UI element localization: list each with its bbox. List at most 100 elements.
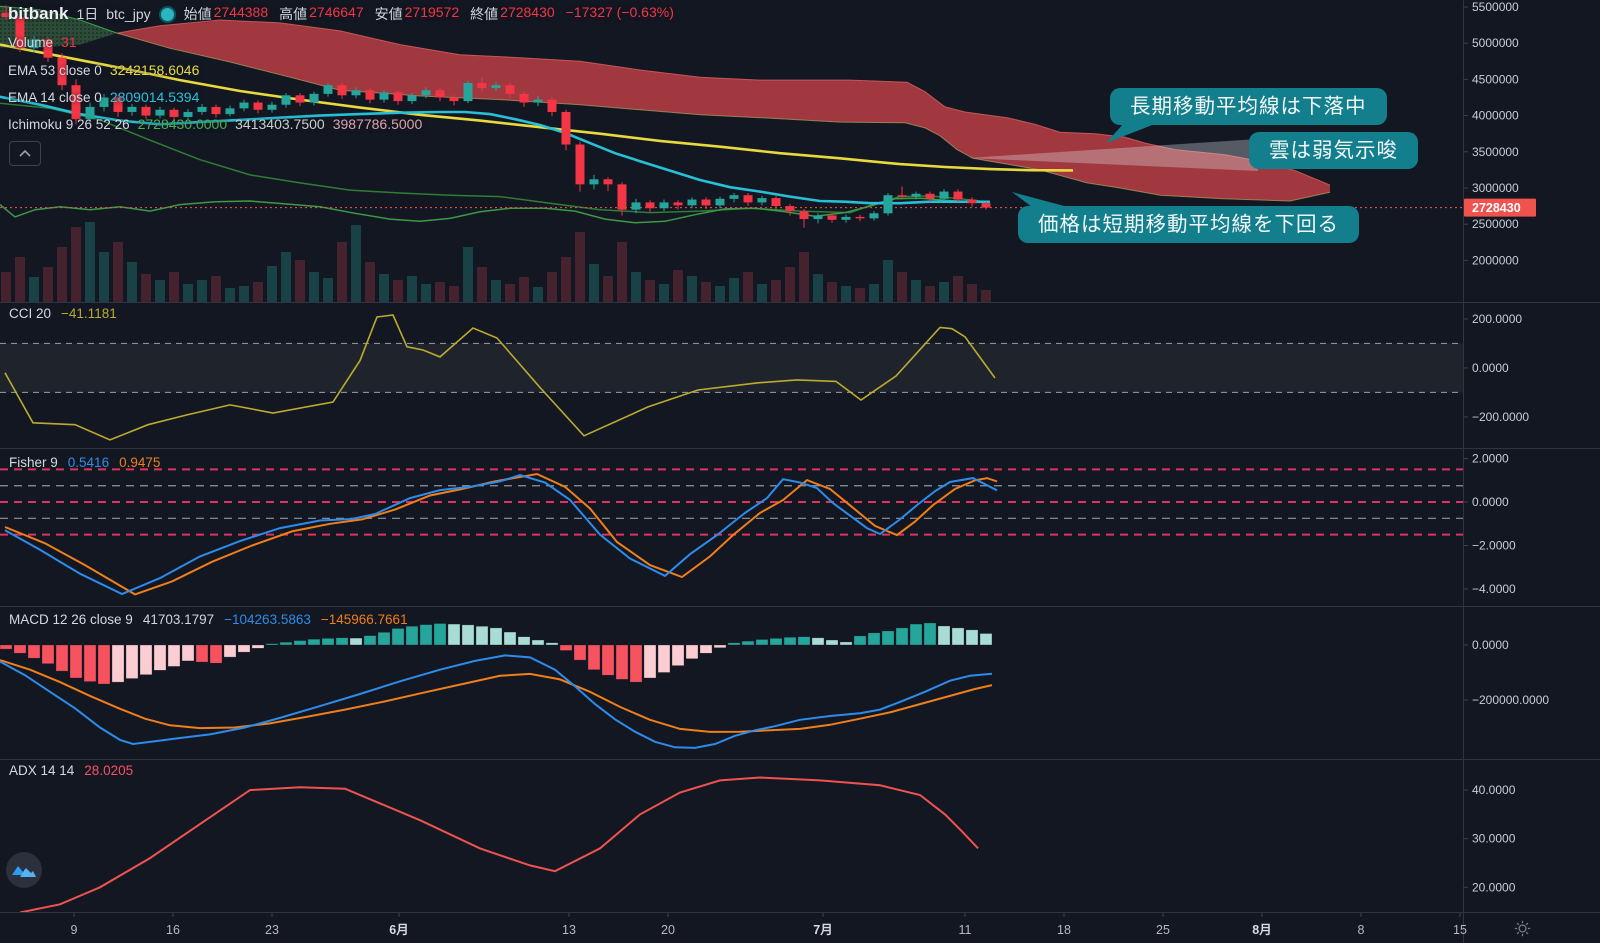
- close-label: 終値: [470, 6, 499, 22]
- legend-ema14[interactable]: EMA 14 close 0 2809014.5394: [8, 89, 199, 105]
- volume-value: 31: [61, 34, 77, 50]
- timezone-settings-button[interactable]: [1510, 916, 1534, 940]
- svg-text:2.0000: 2.0000: [1472, 452, 1509, 466]
- mountain-waves-icon: [12, 866, 36, 877]
- fisher-trigger-line: [4, 472, 998, 596]
- cci-title: CCI 20: [9, 306, 52, 321]
- adx-title: ADX 14 14: [9, 763, 75, 778]
- svg-text:4500000: 4500000: [1472, 72, 1519, 86]
- annotation-price-below-ma[interactable]: 価格は短期移動平均線を下回る: [1018, 206, 1359, 243]
- fisher-pane: [0, 468, 1463, 596]
- svg-text:−200.0000: −200.0000: [1472, 410, 1529, 424]
- svg-text:9: 9: [71, 923, 78, 937]
- svg-text:3500000: 3500000: [1472, 145, 1519, 159]
- legend-ema53[interactable]: EMA 53 close 0 3242158.6046: [8, 62, 199, 78]
- svg-text:30.0000: 30.0000: [1472, 832, 1516, 846]
- adx-value: 28.0205: [84, 763, 134, 778]
- legend-volume[interactable]: Volume 31: [8, 34, 77, 50]
- cci-line: [4, 314, 996, 441]
- ichimoku-bearish-cloud: [117, 20, 1330, 201]
- ema14-line: [0, 95, 991, 205]
- svg-text:8: 8: [1358, 923, 1365, 937]
- cci-value: −41.1181: [61, 306, 117, 321]
- legend-cci[interactable]: CCI 20 −41.1181: [9, 306, 117, 321]
- change-value: −17327 (−0.63%): [565, 4, 674, 20]
- svg-text:20.0000: 20.0000: [1472, 880, 1516, 894]
- legend-collapse-button[interactable]: [9, 141, 41, 166]
- ichimoku-conversion-line: [0, 197, 976, 224]
- svg-text:0.0000: 0.0000: [1472, 495, 1509, 509]
- publisher-logo: [6, 852, 42, 888]
- fisher-value-1: 0.5416: [67, 455, 110, 470]
- high-value: 2746647: [309, 4, 364, 20]
- svg-text:16: 16: [166, 923, 180, 937]
- last-price-badge: 2728430: [1464, 198, 1536, 217]
- annotation-tail-2: [968, 139, 1258, 171]
- fisher-value-2: 0.9475: [119, 455, 161, 470]
- annotation-tail-1: [1106, 122, 1160, 143]
- macd-title: MACD 12 26 close 9: [9, 612, 133, 627]
- adx-line: [19, 776, 979, 913]
- ichimoku-value-3: 3987786.5000: [332, 116, 423, 132]
- ichimoku-value-1: 2728430.0000: [137, 116, 228, 132]
- svg-text:2000000: 2000000: [1472, 253, 1519, 267]
- ichimoku-value-2: 3413403.7500: [235, 116, 325, 132]
- open-label: 始値: [183, 6, 212, 22]
- annotation-cloud-bearish[interactable]: 雲は弱気示唆: [1249, 132, 1418, 169]
- legend-macd[interactable]: MACD 12 26 close 9 41703.1797 −104263.58…: [9, 612, 408, 627]
- macd-line: [0, 654, 993, 749]
- price-pane: [0, 5, 1463, 224]
- svg-text:2728430: 2728430: [1472, 201, 1521, 215]
- high-label: 高値: [279, 6, 308, 22]
- svg-text:20: 20: [661, 923, 675, 937]
- svg-text:0.0000: 0.0000: [1472, 361, 1509, 375]
- svg-text:3000000: 3000000: [1472, 181, 1519, 195]
- adx-pane: [19, 776, 979, 913]
- fisher-line: [4, 474, 998, 596]
- macd-line-value: −104263.5863: [224, 612, 311, 627]
- svg-text:40.0000: 40.0000: [1472, 783, 1516, 797]
- svg-text:−200000.0000: −200000.0000: [1472, 693, 1549, 707]
- legend-ichimoku[interactable]: Ichimoku 9 26 52 26 2728430.0000 3413403…: [8, 116, 422, 132]
- ichimoku-label: Ichimoku 9 26 52 26: [8, 116, 130, 132]
- annotation-tail-3: [1012, 192, 1068, 207]
- svg-text:200.0000: 200.0000: [1472, 312, 1522, 326]
- symbol-name[interactable]: btc_jpy: [106, 6, 151, 22]
- svg-text:0.0000: 0.0000: [1472, 638, 1509, 652]
- ema14-value: 2809014.5394: [109, 89, 200, 105]
- ohlc-readout: 始値 2744388 高値 2746647 安値 2719572 終値 2728430 …: [184, 4, 683, 24]
- symbol-header[interactable]: bitbank 1日 btc_jpy 始値 2744388 高値 2746647 安…: [8, 4, 683, 24]
- macd-signal-line: [0, 659, 993, 733]
- cci-pane: [0, 314, 1463, 441]
- macd-signal-value: −145966.7661: [320, 612, 408, 627]
- annotation-long-ma-falling[interactable]: 長期移動平均線は下落中: [1110, 88, 1387, 125]
- legend-fisher[interactable]: Fisher 9 0.5416 0.9475: [9, 455, 160, 470]
- volume-bars: [1, 222, 991, 302]
- fisher-title: Fisher 9: [9, 455, 58, 470]
- svg-text:−4.0000: −4.0000: [1472, 582, 1516, 596]
- legend-adx[interactable]: ADX 14 14 28.0205: [9, 763, 133, 778]
- svg-text:11: 11: [959, 923, 972, 937]
- ema53-value: 3242158.6046: [109, 62, 200, 78]
- svg-text:−2.0000: −2.0000: [1472, 538, 1516, 552]
- svg-text:8月: 8月: [1252, 923, 1271, 937]
- open-value: 2744388: [213, 4, 269, 20]
- svg-text:18: 18: [1057, 923, 1071, 937]
- time-axis[interactable]: 9 16 23 6月 13 20 7月 11 18 25 8月 8 15: [71, 913, 1467, 937]
- close-value: 2728430: [500, 4, 555, 20]
- svg-text:23: 23: [265, 923, 279, 937]
- svg-text:4000000: 4000000: [1472, 109, 1519, 123]
- macd-hist-value: 41703.1797: [142, 612, 215, 627]
- chevron-up-icon: [19, 150, 31, 157]
- macd-pane: [0, 622, 993, 749]
- interval-selector[interactable]: 1日: [76, 6, 99, 22]
- svg-text:25: 25: [1156, 923, 1170, 937]
- low-value: 2719572: [404, 4, 460, 20]
- svg-text:5000000: 5000000: [1472, 36, 1519, 50]
- candles: [1, 5, 991, 228]
- exchange-name[interactable]: bitbank: [8, 4, 69, 23]
- symbol-logo-icon: [158, 5, 176, 23]
- gear-icon: [1514, 920, 1530, 936]
